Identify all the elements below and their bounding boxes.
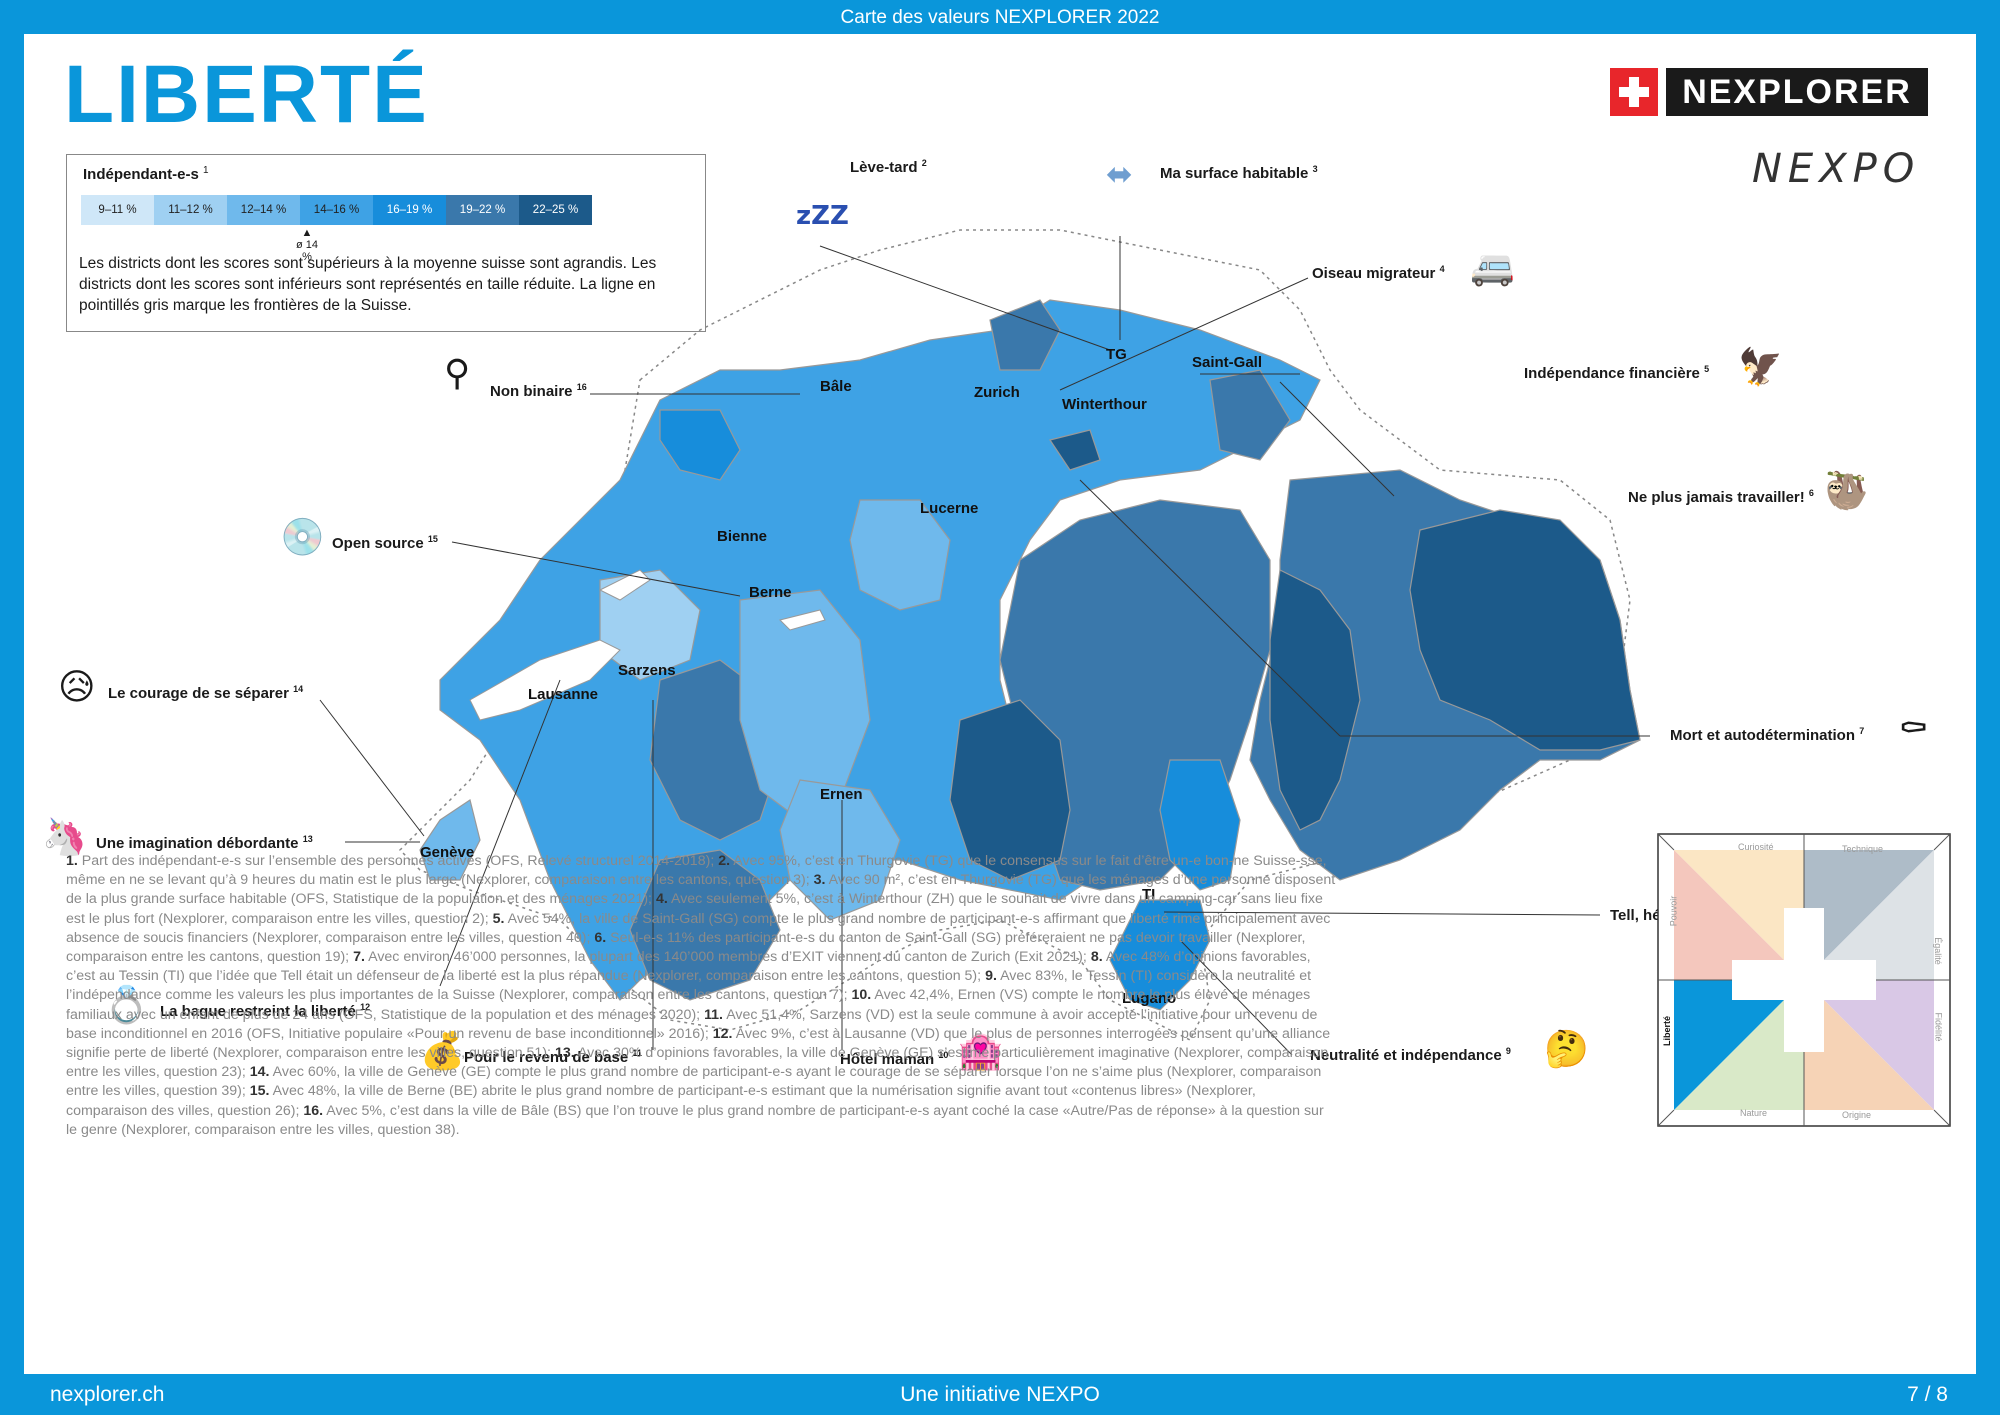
- legend-title: Indépendant-e-s 1: [83, 165, 209, 183]
- city-label-winterthour: Winterthour: [1062, 396, 1147, 413]
- thinking-face-icon: 🤔: [1544, 1029, 1589, 1070]
- ring-icon: 💍: [104, 985, 149, 1026]
- legend-scale: 9–11 % 11–12 % 12–14 % 14–16 % 16–19 % 1…: [81, 195, 592, 225]
- cartogram-region-uri-dark: [949, 699, 1071, 881]
- brand-name: NEXPLORER: [1666, 68, 1928, 116]
- city-label-bale: Bâle: [820, 378, 852, 395]
- cartogram-region-geneva: [419, 799, 481, 881]
- sad-face-icon: 😥: [58, 667, 96, 708]
- map-panel: LIBERTÉ NEXPLORER NEXPO Indépendant-e-s …: [24, 34, 1976, 1374]
- page-title: LIBERTÉ: [64, 49, 429, 140]
- legend-class: 9–11 %: [81, 195, 154, 225]
- legend-class: 16–19 %: [373, 195, 446, 225]
- legend-description: Les districts dont les scores sont supér…: [79, 255, 657, 314]
- arrows-icon: ⬌: [1106, 155, 1133, 193]
- footer-page-number: 7 / 8: [1907, 1383, 1948, 1406]
- compass-label: Fidélité: [1933, 1012, 1944, 1042]
- legend-class: 12–14 %: [227, 195, 300, 225]
- legend-class: 19–22 %: [446, 195, 519, 225]
- sloth-icon: 🦥: [1824, 471, 1869, 512]
- nexpo-logo: NEXPO: [1752, 146, 1921, 192]
- footer-initiative: Une initiative NEXPO: [900, 1383, 1100, 1406]
- city-label-lucerne: Lucerne: [920, 500, 979, 517]
- cartogram-region-appenzell: [1209, 369, 1291, 461]
- callout-independance-financiere: Indépendance financière 5: [1524, 364, 1710, 382]
- triangle-up-icon: ▲: [301, 227, 313, 239]
- legend-class: 14–16 %: [300, 195, 373, 225]
- city-label-bienne: Bienne: [717, 528, 768, 545]
- footer-bar: nexplorer.ch Une initiative NEXPO 7 / 8: [0, 1374, 2000, 1415]
- lake-neuchatel: [598, 569, 651, 601]
- legend-average-label: ø 14 %: [295, 239, 318, 263]
- camper-van-icon: 🚐: [1470, 247, 1515, 288]
- cartogram-region-lucerne: [849, 499, 951, 611]
- lake-brienz: [779, 609, 826, 631]
- callout-bague: La bague restreint la liberté 12: [160, 1002, 371, 1020]
- love-hotel-icon: 🏩: [958, 1031, 1003, 1072]
- disc-icon: 💿: [280, 517, 325, 558]
- city-label-saint-gall: Saint-Gall: [1192, 354, 1263, 371]
- compass-label: Curiosité: [1738, 842, 1774, 852]
- cartogram-region-zurich-lake: [1049, 429, 1101, 471]
- unicorn-icon: 🦄: [42, 817, 87, 858]
- callout-ne-plus-travailler: Ne plus jamais travailler! 6: [1628, 488, 1814, 506]
- callout-imagination: Une imagination débordante 13: [96, 834, 313, 852]
- nonbinary-symbol-icon: ⚲: [444, 353, 471, 394]
- city-label-zurich: Zurich: [974, 384, 1020, 401]
- swiss-flag-icon: [1610, 68, 1658, 116]
- callout-leve-tard: Lève-tard 2: [850, 158, 927, 176]
- lake-geneva: [469, 639, 621, 721]
- legend-class: 11–12 %: [154, 195, 227, 225]
- city-label-ti: TI: [1142, 886, 1156, 903]
- swiss-border-dotted: [398, 229, 1631, 1042]
- switzerland-cartogram-map: [319, 229, 1650, 1056]
- values-compass-graphic: [1657, 833, 1951, 1127]
- callout-leader-lines: [319, 236, 1650, 1056]
- compass-label: Origine: [1842, 1110, 1872, 1120]
- money-bag-icon: 💰: [420, 1031, 465, 1072]
- callout-surface-habitable: Ma surface habitable 3: [1160, 164, 1318, 182]
- footer-website-link[interactable]: nexplorer.ch: [50, 1383, 165, 1406]
- cartogram-region-schaffhausen: [989, 299, 1061, 371]
- city-label-berne: Berne: [749, 584, 792, 601]
- map-legend: Indépendant-e-s 1 9–11 % 11–12 % 12–14 %…: [66, 154, 706, 332]
- compass-label-active: Liberté: [1662, 1015, 1673, 1047]
- cartogram-region-valais-west: [629, 849, 781, 1001]
- city-label-lugano: Lugano: [1122, 990, 1177, 1007]
- legend-class: 22–25 %: [519, 195, 592, 225]
- callout-oiseau-migrateur: Oiseau migrateur 4: [1312, 264, 1445, 282]
- callout-neutralite: Neutralité et indépendance 9: [1310, 1046, 1511, 1064]
- city-label-lausanne: Lausanne: [528, 686, 599, 703]
- city-label-tg: TG: [1106, 346, 1127, 363]
- legend-average-marker: ▲ ø 14 %: [292, 227, 322, 263]
- footnotes: 1. Part des indépendant-e-s sur l’ensemb…: [66, 853, 1336, 1138]
- cartogram-region-ernen: [779, 779, 901, 921]
- callout-revenu-de-base: Pour le revenu de base 11: [464, 1048, 642, 1066]
- compass-label: Pouvoir: [1668, 895, 1679, 927]
- city-label-geneve: Genève: [420, 844, 475, 861]
- callout-courage-separer: Le courage de se séparer 14: [108, 684, 304, 702]
- eagle-icon: 🦅: [1738, 347, 1783, 388]
- compass-label: Nature: [1740, 1108, 1768, 1118]
- cartogram-region-east-dark: [1409, 509, 1641, 751]
- values-compass: Curiosité Technique Égalité Fidélité Ori…: [1654, 830, 1954, 1130]
- top-banner-title: Carte des valeurs NEXPLORER 2022: [840, 7, 1160, 28]
- cartogram-region-lugano: [1109, 899, 1211, 1011]
- cartogram-region-basel: [659, 409, 741, 481]
- sleep-icon: zZZ: [796, 201, 849, 231]
- coffin-icon: ⚰: [1898, 709, 1929, 750]
- city-label-ernen: Ernen: [820, 786, 863, 803]
- cartogram-region-ticino: [1159, 759, 1241, 891]
- compass-label: Égalité: [1932, 937, 1943, 965]
- callout-mort-autodetermination: Mort et autodétermination 7: [1670, 726, 1865, 744]
- city-label-sarzens: Sarzens: [618, 662, 676, 679]
- callout-open-source: Open source 15: [332, 534, 438, 552]
- callout-non-binaire: Non binaire 16: [490, 382, 587, 400]
- compass-label: Technique: [1842, 844, 1884, 854]
- cartogram-region-engadine: [1269, 569, 1361, 831]
- callout-hotel-maman: Hôtel maman 10: [840, 1050, 949, 1068]
